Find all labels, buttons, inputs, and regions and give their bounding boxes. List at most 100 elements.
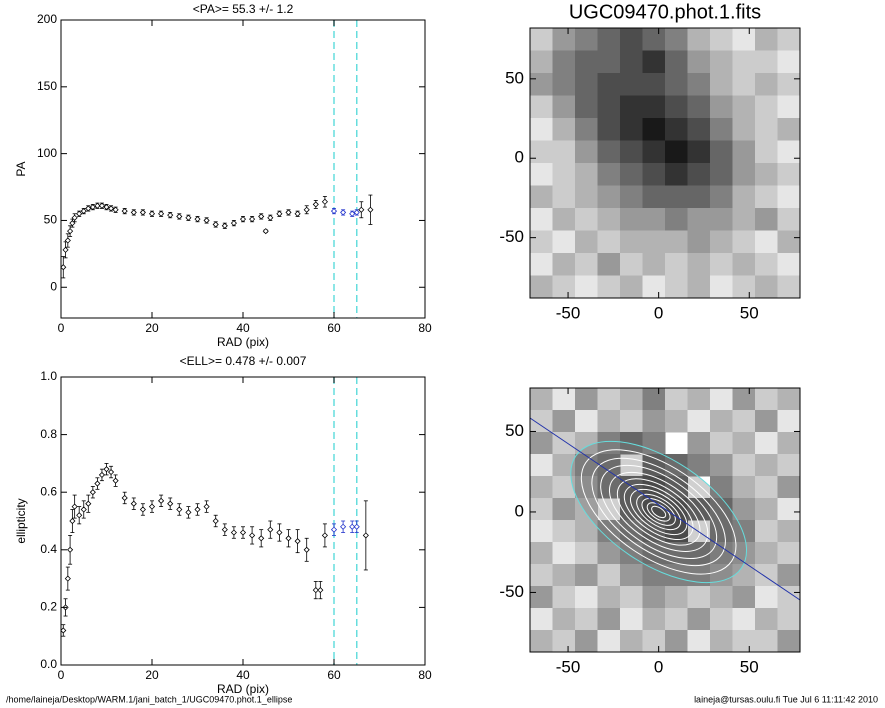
image-pixel [552, 73, 576, 96]
image-pixel [552, 454, 576, 477]
image-pixel [620, 95, 643, 119]
image-pixel [530, 118, 553, 141]
data-point [285, 209, 292, 216]
image-pixel [755, 253, 778, 276]
image-pixel [755, 476, 778, 499]
data-point [148, 503, 156, 510]
image-pixel [597, 542, 621, 565]
image-pixel [552, 542, 576, 565]
data-point [212, 221, 219, 228]
data-point [94, 480, 101, 487]
image-pixel [552, 520, 576, 543]
pa-line [529, 417, 801, 601]
image-pixel [575, 586, 598, 609]
image-pixel [530, 498, 553, 521]
image-pixel [687, 275, 711, 299]
image-pixel [687, 388, 711, 411]
data-point [69, 220, 76, 227]
image-pixel [575, 50, 598, 74]
data-point [230, 220, 237, 227]
data-point [321, 198, 328, 205]
image-pixel [575, 410, 598, 433]
image-pixel [665, 208, 688, 231]
image-pixel [597, 140, 621, 164]
image-pixel [777, 50, 801, 74]
image-pixel [755, 388, 778, 411]
data-point [112, 206, 119, 213]
image-pixel [732, 185, 756, 209]
image-pixel [732, 432, 756, 455]
data-point [276, 210, 283, 217]
image-pixel [777, 608, 801, 631]
image-pixel [710, 388, 733, 411]
y-tick-label: 1.0 [40, 369, 57, 383]
data-point [80, 506, 87, 513]
image-pixel [665, 630, 688, 653]
data-point [85, 500, 92, 507]
image-pixel [755, 608, 778, 631]
y-axis-label: ellipticity [14, 498, 28, 543]
image-pixel [575, 230, 598, 254]
image-pixel [597, 410, 621, 433]
image-pixel [732, 50, 756, 74]
image-pixel [665, 253, 688, 276]
image-pixel [777, 95, 801, 119]
image-pixel [732, 564, 756, 587]
image-pixel [552, 275, 576, 299]
image-pixel [665, 230, 688, 254]
image-pixel [665, 454, 688, 477]
image-pixel [642, 163, 666, 186]
image-pixel [687, 95, 711, 119]
image-pixel [732, 28, 756, 51]
data-point [258, 213, 265, 220]
image-pixel [597, 73, 621, 96]
data-point [103, 466, 110, 473]
data-point [121, 208, 128, 215]
image-pixel [575, 73, 598, 96]
image-pixel [777, 498, 801, 521]
data-point [353, 523, 360, 530]
image-pixel [687, 28, 711, 51]
x-tick-label: 0 [654, 657, 663, 676]
isophote [580, 449, 737, 575]
data-point [317, 587, 324, 594]
data-point [158, 497, 165, 504]
data-point [107, 468, 115, 476]
data-point [176, 213, 183, 220]
image-pixel [575, 630, 598, 653]
image-pixel [732, 230, 756, 254]
image-pixel [732, 118, 756, 141]
x-tick-label: 60 [327, 668, 341, 682]
y-tick-label: 0.0 [40, 657, 57, 671]
image-pixel [597, 388, 621, 411]
image-pixel [732, 388, 756, 411]
data-point [267, 526, 274, 533]
data-point [239, 529, 247, 536]
image-pixel [665, 608, 688, 631]
image-pixel [777, 28, 801, 51]
image-pixel [665, 185, 688, 209]
axes-frame [60, 376, 426, 666]
image-pixel [665, 564, 688, 587]
image-pixel [530, 163, 553, 186]
image-pixel [552, 163, 576, 186]
image-pixel [665, 163, 688, 186]
image-pixel [642, 253, 666, 276]
image-pixel [530, 230, 553, 254]
image-pixel [552, 118, 576, 141]
data-point [367, 206, 374, 213]
image-pixel [530, 275, 553, 299]
x-tick-label: 40 [236, 668, 250, 682]
image-pixel [575, 608, 598, 631]
image-pixel [575, 564, 598, 587]
data-point [267, 214, 274, 221]
data-point [203, 503, 210, 510]
image-pixel [710, 476, 733, 499]
image-pixel [620, 140, 643, 164]
image-pixel [530, 586, 553, 609]
data-point [121, 494, 128, 502]
data-point [167, 500, 174, 507]
image-pixel [530, 630, 553, 653]
data-point [85, 205, 92, 212]
